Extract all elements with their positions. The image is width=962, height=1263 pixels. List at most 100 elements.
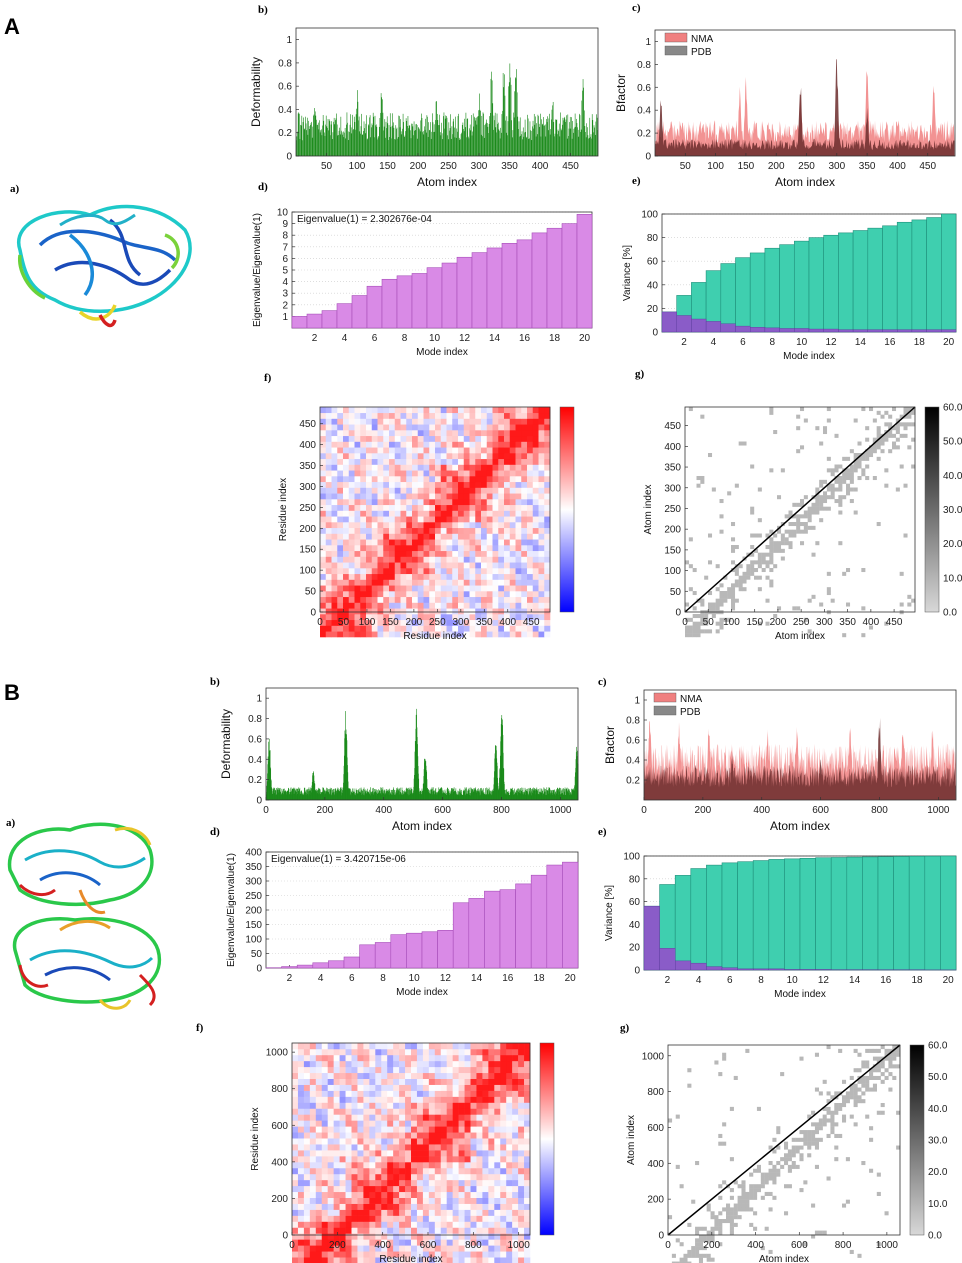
B-b-bar-451: [398, 788, 400, 800]
A-f-cell-35-17: [417, 430, 424, 437]
chart-A-f: 0 50 100 150 200 250 300 350 400 4500501001502002…: [278, 406, 575, 642]
B-f-cell-7-5: [321, 1233, 328, 1240]
A-f-cell-23-18: [423, 499, 430, 506]
A-f-cell-9-20: [435, 579, 442, 586]
A-f-cell-28-24: [458, 470, 465, 477]
B-f-cell-12-39: [524, 1203, 531, 1210]
B-f-cell-11-26: [446, 1209, 453, 1216]
A-f-cell-32-39: [544, 447, 551, 454]
A-g-cell-55-55: [895, 422, 900, 427]
A-f-cell-39-27: [475, 407, 482, 414]
B-f-cell-10-10: [351, 1215, 358, 1222]
A-f-cell-16-26: [469, 539, 476, 546]
A-f-cell-12-14: [400, 562, 407, 569]
A-f-cell-12-23: [452, 562, 459, 569]
B-f-cell-17-11: [357, 1173, 364, 1181]
A-f-cell-6-18: [423, 596, 430, 603]
A-f-cell-26-25: [463, 481, 470, 488]
A-f-cell-33-20: [435, 441, 442, 448]
A-g-cell-5-4: [700, 614, 705, 619]
B-d-bar-6: [359, 944, 376, 969]
A-e-bar-ind-19: [941, 329, 957, 333]
A-g-cell-47-47: [865, 453, 870, 458]
A-b-bar-49: [325, 115, 327, 156]
B-f-cell-4-19: [405, 1251, 412, 1258]
A-g-cell-28-33: [811, 525, 816, 530]
A-g-cell-48-43: [849, 449, 854, 454]
A-f-cell-33-3: [337, 441, 344, 448]
A-f-cell-21-7: [360, 510, 367, 517]
B-e-bar-ind-11: [815, 969, 832, 971]
B-f-cell-15-15: [381, 1185, 388, 1193]
A-g-cell-20-20: [761, 556, 766, 561]
A-b-bar-408: [544, 124, 546, 156]
B-f-cell-11-15: [381, 1209, 388, 1216]
A-f-cell-35-39: [544, 430, 551, 437]
A-f-cell-39-23: [452, 407, 459, 414]
B-f-cell-17-3: [309, 1173, 317, 1181]
B-f-cell-3-1: [297, 1257, 305, 1263]
A-f-cell-35-26: [469, 430, 476, 437]
B-f-cell-16-39: [524, 1179, 531, 1187]
B-f-cell-10-26: [446, 1215, 453, 1222]
A-b-bar-243: [444, 128, 445, 156]
A-f-cell-24-29: [486, 493, 493, 500]
A-f-cell-19-14: [400, 522, 407, 529]
A-f-cell-7-16: [412, 591, 419, 598]
chart-A-c: 50 100 150 200 250 300 350 400 45000.20.40.60.81…: [614, 29, 956, 189]
A-g-cell-51-51: [880, 437, 885, 442]
A-f-cell-34-26: [469, 435, 476, 442]
A-g-cell-48-48: [869, 449, 874, 454]
A-b-bar-176: [403, 122, 404, 156]
A-g-cell-30-19: [757, 518, 762, 523]
A-b-bar-93: [352, 130, 354, 156]
A-g-cell-28-29: [796, 525, 801, 530]
A-g-cell-43-37: [826, 468, 831, 473]
A-b-bar-435: [561, 130, 563, 156]
B-b-xtick-label-0: 0: [263, 805, 269, 816]
A-g-cell-43-42: [846, 468, 851, 473]
A-f-cell-38-2: [331, 412, 338, 419]
A-f-cell-13-19: [429, 556, 436, 563]
B-f-cell-16-1: [297, 1179, 305, 1187]
A-g-cell-18-19: [757, 564, 762, 569]
A-b-bar-171: [400, 119, 401, 156]
A-f-cell-36-3: [337, 424, 344, 431]
A-f-cell-8-30: [492, 585, 499, 592]
A-g-colorbar-label-1: 10.0: [943, 573, 962, 584]
A-b-bar-113: [364, 133, 366, 156]
A-f-cell-27-37: [532, 476, 539, 483]
B-f-cell-3-32: [482, 1257, 489, 1263]
A-f-cell-31-27: [475, 453, 482, 460]
A-f-cell-1-14: [400, 625, 407, 632]
A-f-cell-18-6: [354, 527, 361, 534]
A-e-xtick-label-9: 20: [943, 337, 955, 348]
A-f-cell-13-6: [354, 556, 361, 563]
A-b-bar-304: [481, 115, 483, 156]
B-b-bar-372: [375, 789, 377, 800]
A-f-cell-27-30: [492, 476, 499, 483]
B-f-cell-14-18: [399, 1191, 406, 1198]
A-f-cell-38-0: [320, 412, 327, 419]
B-b-bar-993: [558, 789, 559, 800]
A-f-cell-15-15: [406, 545, 413, 552]
A-f-cell-36-27: [475, 424, 482, 431]
A-f-cell-15-33: [509, 545, 516, 552]
A-f-cell-9-5: [348, 579, 355, 586]
B-f-cell-4-13: [369, 1251, 376, 1258]
B-f-cell-3-39: [524, 1257, 531, 1263]
B-f-cell-6-10: [351, 1239, 358, 1246]
A-b-xtick-label-1: 100: [349, 161, 366, 172]
A-f-cell-10-18: [423, 573, 430, 580]
A-f-cell-36-26: [469, 424, 476, 431]
B-f-cell-4-30: [470, 1251, 477, 1258]
A-f-cell-10-26: [469, 573, 476, 580]
B-e-xtick-label-6: 14: [849, 975, 861, 986]
A-b-bar-491: [595, 121, 597, 156]
B-f-cell-4-1: [297, 1251, 305, 1258]
A-f-cell-38-20: [435, 412, 442, 419]
B-f-cell-6-17: [393, 1239, 400, 1246]
B-f-cell-10-36: [506, 1215, 513, 1222]
A-f-cell-4-25: [463, 608, 470, 615]
